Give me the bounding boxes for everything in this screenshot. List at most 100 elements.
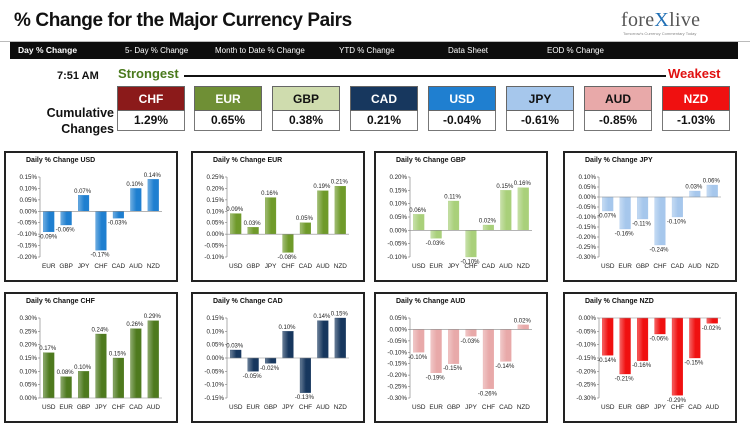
x-category-label: GBP bbox=[264, 404, 278, 411]
currency-card-1: CHF 1.29% bbox=[117, 86, 185, 131]
bar bbox=[689, 190, 701, 198]
chart-panel-jpy: Daily % Change JPY -0.30% -0.25% -0.20% -0.… bbox=[563, 151, 737, 282]
y-tick-label: -0.30% bbox=[576, 254, 596, 261]
tab-month-to-date-change[interactable]: Month to Date % Change bbox=[215, 46, 305, 55]
x-category-label: NZD bbox=[147, 263, 161, 270]
x-category-label: CHF bbox=[299, 404, 312, 411]
bar bbox=[654, 196, 666, 246]
y-tick-label: -0.10% bbox=[204, 382, 224, 389]
x-category-label: CHF bbox=[112, 404, 125, 411]
chart-title: Daily % Change GBP bbox=[396, 157, 466, 164]
y-tick-label: -0.25% bbox=[576, 244, 596, 251]
currency-card-value: 0.38% bbox=[272, 111, 340, 131]
data-label: 0.14% bbox=[313, 314, 331, 320]
y-tick-label: 0.30% bbox=[19, 315, 37, 322]
currency-card-value: -0.85% bbox=[584, 111, 652, 131]
currency-card-name: CAD bbox=[350, 86, 418, 111]
data-label: -0.14% bbox=[597, 358, 617, 364]
tab-day-change[interactable]: Day % Change bbox=[18, 45, 78, 55]
page-title: % Change for the Major Currency Pairs bbox=[14, 10, 352, 31]
y-tick-label: -0.20% bbox=[576, 234, 596, 241]
bar bbox=[602, 196, 614, 212]
y-tick-label: 0.05% bbox=[19, 197, 37, 204]
y-tick-label: 0.05% bbox=[578, 184, 596, 191]
bar bbox=[317, 320, 329, 359]
y-tick-label: -0.25% bbox=[576, 382, 596, 389]
y-tick-label: -0.15% bbox=[387, 361, 407, 368]
x-category-label: EUR bbox=[246, 404, 260, 411]
logo-wordmark: foreXlive bbox=[621, 9, 700, 32]
x-category-label: USD bbox=[601, 404, 615, 411]
data-label: 0.15% bbox=[109, 352, 127, 358]
data-label: -0.16% bbox=[632, 363, 652, 369]
y-tick-label: -0.10% bbox=[576, 214, 596, 221]
y-tick-label: 0.20% bbox=[389, 174, 407, 181]
y-tick-label: -0.20% bbox=[17, 254, 37, 261]
tab-eod-change[interactable]: EOD % Change bbox=[547, 46, 604, 55]
forexlive-logo[interactable]: foreXlive Tomorrow's Currency Commentary… bbox=[621, 9, 707, 37]
logo-tagline: Tomorrow's Currency Commentary Today bbox=[623, 31, 697, 36]
tab-data-sheet[interactable]: Data Sheet bbox=[448, 46, 489, 55]
y-tick-label: -0.25% bbox=[387, 384, 407, 391]
bar bbox=[671, 317, 683, 396]
data-label: -0.29% bbox=[667, 398, 687, 404]
bar bbox=[60, 376, 72, 399]
bar bbox=[602, 317, 614, 356]
bar bbox=[517, 187, 529, 231]
data-label: 0.02% bbox=[514, 318, 532, 324]
data-label: 0.03% bbox=[244, 221, 262, 227]
data-label: -0.16% bbox=[615, 232, 635, 238]
bar bbox=[265, 357, 277, 364]
x-category-label: CAD bbox=[299, 263, 313, 270]
currency-card-name: GBP bbox=[272, 86, 340, 111]
tab-ytd-change[interactable]: YTD % Change bbox=[339, 46, 395, 55]
y-tick-label: -0.15% bbox=[204, 395, 224, 402]
data-label: -0.14% bbox=[495, 364, 515, 370]
logo-prefix: fore bbox=[621, 9, 655, 31]
cumulative-changes-label: Cumulative Changes bbox=[46, 106, 114, 136]
x-category-label: CHF bbox=[94, 263, 107, 270]
y-tick-label: -0.10% bbox=[387, 349, 407, 356]
currency-card-6: JPY -0.61% bbox=[506, 86, 574, 131]
data-label: 0.16% bbox=[261, 191, 279, 197]
bar bbox=[448, 200, 460, 231]
x-category-label: CHF bbox=[671, 404, 684, 411]
bar bbox=[317, 190, 329, 235]
x-category-label: JPY bbox=[465, 404, 477, 411]
currency-card-value: 0.65% bbox=[194, 111, 262, 131]
y-tick-label: 0.10% bbox=[206, 328, 224, 335]
bar bbox=[637, 196, 649, 220]
x-category-label: NZD bbox=[517, 404, 531, 411]
currency-card-name: NZD bbox=[662, 86, 730, 111]
y-tick-label: 0.05% bbox=[206, 342, 224, 349]
data-label: -0.09% bbox=[38, 234, 58, 240]
x-category-label: CHF bbox=[482, 404, 495, 411]
data-label: 0.15% bbox=[331, 312, 349, 318]
bar bbox=[43, 352, 55, 399]
currency-card-value: -0.04% bbox=[428, 111, 496, 131]
x-category-label: EUR bbox=[618, 404, 632, 411]
data-label: -0.06% bbox=[649, 337, 669, 343]
x-category-label: EUR bbox=[42, 263, 56, 270]
data-label: -0.08% bbox=[277, 255, 297, 261]
x-category-label: NZD bbox=[706, 263, 720, 270]
y-tick-label: -0.15% bbox=[17, 243, 37, 250]
bar bbox=[282, 331, 294, 359]
y-tick-label: -0.05% bbox=[387, 338, 407, 345]
currency-card-5: USD -0.04% bbox=[428, 86, 496, 131]
bar bbox=[413, 329, 425, 353]
bar bbox=[482, 224, 494, 231]
x-category-label: EUR bbox=[59, 404, 73, 411]
x-category-label: CAD bbox=[129, 404, 143, 411]
x-category-label: CHF bbox=[653, 263, 666, 270]
data-label: -0.15% bbox=[443, 366, 463, 372]
data-label: 0.16% bbox=[514, 181, 532, 187]
tab-5-day-change[interactable]: 5- Day % Change bbox=[125, 46, 189, 55]
currency-card-name: USD bbox=[428, 86, 496, 111]
currency-card-name: CHF bbox=[117, 86, 185, 111]
currency-card-value: 0.21% bbox=[350, 111, 418, 131]
data-label: -0.03% bbox=[426, 241, 446, 247]
x-category-label: CAD bbox=[671, 263, 685, 270]
x-category-label: GBP bbox=[77, 404, 91, 411]
